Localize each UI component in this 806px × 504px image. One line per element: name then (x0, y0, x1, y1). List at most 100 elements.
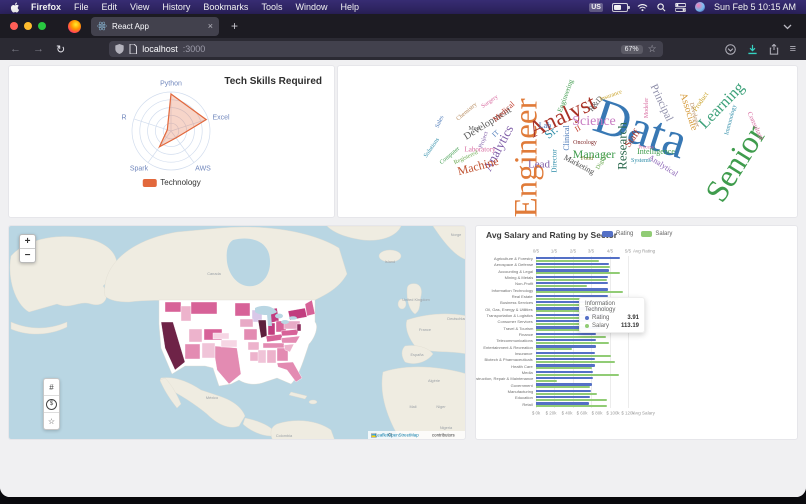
forward-button[interactable]: → (33, 43, 44, 55)
bar-row[interactable]: Government (511, 383, 628, 389)
state-mississippi[interactable] (257, 349, 267, 364)
bar-row[interactable]: Media (522, 370, 628, 376)
control-center-icon[interactable] (674, 2, 686, 12)
bar-row[interactable]: Transportation & Logistics (487, 313, 628, 319)
pocket-icon[interactable] (724, 43, 736, 55)
bookmark-star-icon[interactable]: ☆ (647, 43, 657, 55)
menu-item-view[interactable]: View (130, 2, 150, 12)
state-new-england[interactable] (304, 299, 316, 317)
menu-item-bookmarks[interactable]: Bookmarks (203, 2, 249, 12)
radar-legend[interactable]: Technology (142, 178, 201, 187)
state-oklahoma[interactable] (220, 339, 238, 348)
fullscreen-window-button[interactable] (38, 22, 46, 30)
state-north-carolina[interactable] (280, 335, 301, 344)
state-iowa[interactable] (239, 318, 254, 328)
bar-row[interactable]: Biotech & Pharmaceuticals (485, 357, 628, 364)
state-virginia[interactable] (280, 328, 300, 337)
bar-row[interactable]: Real Estate (512, 294, 628, 300)
map-zoom-out-button[interactable]: − (20, 248, 35, 262)
map-hash-button[interactable]: # (49, 382, 54, 392)
tracking-shield-icon[interactable] (115, 44, 124, 54)
state-montana[interactable] (190, 301, 218, 315)
bar-row[interactable]: Education (515, 395, 628, 402)
state-kentucky[interactable] (265, 333, 284, 343)
menu-item-window[interactable]: Window (295, 2, 328, 12)
bar-chart-card[interactable]: Avg Salary and Rating by Sector Rating S… (475, 225, 798, 440)
legend-item-rating[interactable]: Rating (602, 231, 633, 237)
state-utah[interactable] (188, 328, 203, 343)
firefox-logo-icon[interactable] (68, 19, 81, 33)
bar-row[interactable]: Oil, Gas, Energy & Utilities (486, 307, 628, 313)
word-cloud-card[interactable]: Data Engineer Senior Analyst Learning Science… (337, 65, 798, 218)
bar-row[interactable]: Agriculture & Forestry (494, 256, 628, 262)
bar-row[interactable]: Telecommunications (496, 338, 628, 345)
minimize-window-button[interactable] (24, 22, 32, 30)
wifi-icon[interactable] (637, 3, 648, 12)
url-bar[interactable]: localhost:3000 67% ☆ (109, 41, 663, 57)
bar-row[interactable]: Entertainment & Recreation (483, 345, 628, 351)
menu-item-edit[interactable]: Edit (101, 2, 118, 12)
openstreetmap-link[interactable]: OpenStreetMap (388, 432, 419, 438)
bar-chart-plot[interactable]: Avg Rating Avg Salary 0/5 1/5 2/5 3/5 4/5 5/5… (476, 249, 655, 416)
radar-chart-card[interactable]: Tech Skills Required Python Excel (8, 65, 335, 218)
bar-row[interactable]: Insurance (515, 351, 628, 357)
bar-row[interactable]: Mining & Metals (504, 275, 628, 281)
state-texas[interactable] (214, 345, 242, 385)
state-idaho[interactable] (180, 305, 192, 322)
close-window-button[interactable] (10, 22, 18, 30)
siri-icon[interactable] (694, 2, 705, 12)
state-arkansas[interactable] (247, 341, 260, 351)
state-arizona[interactable] (184, 343, 201, 360)
menu-app-name[interactable]: Firefox (31, 2, 62, 12)
bar-row[interactable]: Finance (519, 332, 628, 338)
bar-row[interactable]: Information Technology (491, 288, 628, 294)
bar-row[interactable]: Aerospace & Defense (494, 262, 628, 269)
map-zoom-in-button[interactable]: + (24, 236, 31, 247)
zoom-level-badge[interactable]: 67% (620, 44, 643, 54)
bar-row[interactable]: Health Care (511, 364, 628, 370)
state-new-mexico[interactable] (201, 342, 216, 359)
state-washington[interactable] (164, 301, 182, 313)
state-missouri[interactable] (243, 328, 258, 341)
bar-row[interactable]: Non-Profit (515, 281, 628, 288)
tab-react-app[interactable]: React App × (91, 16, 219, 36)
map-star-button[interactable]: ☆ (44, 412, 59, 429)
page-info-icon[interactable] (129, 44, 138, 54)
download-icon[interactable] (747, 44, 758, 55)
bar-row[interactable]: Accounting & Legal (498, 269, 628, 275)
state-minnesota[interactable] (234, 302, 251, 317)
menu-item-help[interactable]: Help (340, 2, 359, 12)
battery-icon[interactable] (611, 2, 630, 12)
list-tabs-chevron-icon[interactable] (783, 17, 792, 35)
state-tennessee[interactable] (262, 342, 285, 349)
radar-chart[interactable] (9, 66, 335, 218)
us-states-choropleth[interactable] (160, 299, 316, 385)
state-kansas[interactable] (212, 332, 230, 340)
bar-row[interactable]: Business Services (500, 300, 628, 307)
menu-item-file[interactable]: File (74, 2, 89, 12)
back-button[interactable]: ← (10, 43, 21, 55)
apple-menu-icon[interactable] (10, 2, 21, 13)
choropleth-map-card[interactable]: Canada Island United Kingdom France España Al… (8, 225, 466, 440)
new-tab-button[interactable]: + (231, 19, 239, 33)
bar-row[interactable]: Manufacturing (507, 389, 628, 395)
state-alabama[interactable] (266, 349, 277, 364)
legend-item-salary[interactable]: Salary (641, 231, 672, 237)
leaflet-link[interactable]: Leaflet (374, 432, 389, 438)
tab-close-icon[interactable]: × (207, 21, 213, 31)
input-source-badge[interactable]: US (589, 2, 603, 12)
spotlight-search-icon[interactable] (657, 2, 666, 12)
reload-button[interactable]: ↻ (56, 43, 66, 56)
menu-item-history[interactable]: History (162, 2, 191, 12)
bar-row[interactable]: Construction, Repair & Maintenance (476, 376, 628, 383)
bar-row[interactable]: Consumer Services (498, 319, 628, 326)
bar-row[interactable]: Travel & Tourism (503, 326, 628, 332)
state-florida[interactable] (276, 361, 303, 383)
share-icon[interactable] (769, 43, 779, 55)
state-south-carolina[interactable] (283, 343, 295, 353)
state-california[interactable] (160, 321, 186, 371)
app-menu-hamburger-icon[interactable]: ≡ (789, 43, 796, 55)
menu-item-tools[interactable]: Tools (261, 2, 283, 12)
map-dollar-button[interactable]: $ (44, 395, 59, 412)
menu-clock[interactable]: Sun Feb 5 10:15 AM (713, 2, 796, 12)
